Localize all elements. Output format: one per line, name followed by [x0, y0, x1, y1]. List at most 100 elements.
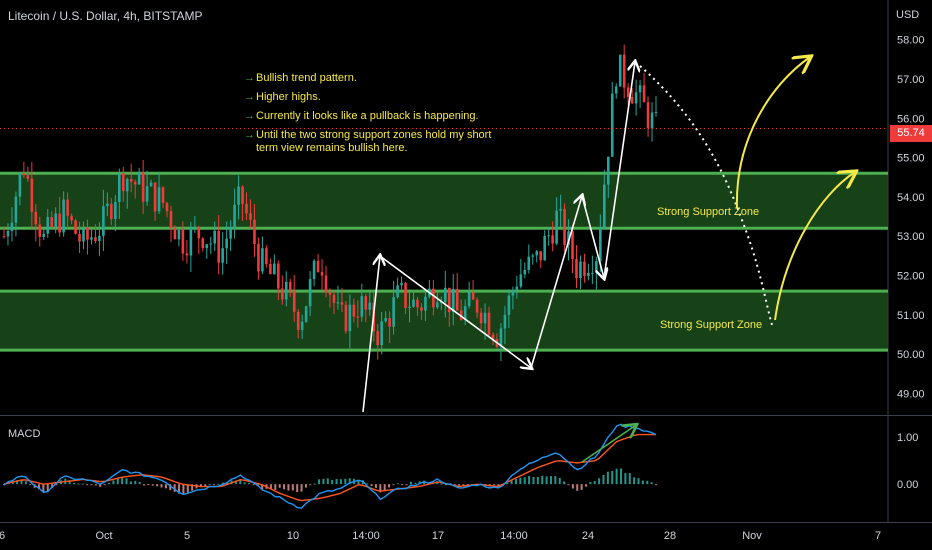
macd-histogram-bar [138, 481, 141, 485]
macd-histogram-bar [287, 484, 290, 491]
candle-body [225, 238, 228, 249]
macd-histogram-bar [313, 483, 316, 485]
macd-histogram-bar [392, 484, 395, 486]
candle-body [618, 54, 622, 87]
macd-histogram-bar [234, 480, 237, 485]
macd-histogram-bar [116, 478, 119, 485]
candle-body [455, 289, 459, 311]
candle-body [177, 229, 181, 240]
macd-tick-label: 1.00 [897, 432, 918, 444]
macd-histogram-bar [339, 479, 342, 485]
price-tick-label: 53.00 [897, 231, 925, 243]
candle-body [90, 237, 93, 240]
candle-body [269, 264, 272, 275]
price-tick-label: 54.00 [897, 192, 925, 204]
candle-body [324, 275, 328, 293]
macd-histogram-bar [628, 473, 631, 485]
macd-histogram-bar [379, 484, 382, 493]
time-tick-label: 24 [582, 530, 594, 542]
candle-body [304, 306, 308, 322]
candle-body [288, 281, 292, 291]
macd-histogram-bar [598, 478, 601, 485]
macd-histogram-bar [405, 484, 408, 486]
macd-histogram-bar [248, 482, 251, 485]
macd-histogram-bar [191, 484, 194, 491]
arrow-right-icon: → [244, 110, 255, 122]
candle-body [193, 227, 197, 229]
candle-body [153, 182, 157, 212]
candle-body [280, 288, 284, 300]
price-tick-label: 50.00 [897, 349, 925, 361]
macd-histogram-bar [641, 480, 644, 485]
candle-body [229, 229, 232, 239]
candle-body [10, 222, 14, 231]
candle-body [404, 282, 407, 308]
candle-body [102, 206, 105, 236]
trend-arrow [362, 256, 380, 413]
macd-histogram-bar [16, 480, 19, 485]
macd-histogram-bar [536, 476, 539, 485]
macd-histogram-bar [580, 484, 583, 490]
macd-histogram-bar [374, 484, 377, 488]
macd-histogram-bar [11, 482, 14, 485]
price-tick-label: 49.00 [897, 388, 925, 400]
candle-body [614, 86, 618, 94]
macd-histogram-bar [199, 484, 202, 488]
candle-body [344, 304, 348, 332]
candle-body [2, 236, 6, 238]
candle-body [189, 228, 193, 256]
candle-body [519, 274, 523, 287]
macd-histogram-bar [318, 479, 321, 485]
candle-body [30, 178, 34, 212]
macd-histogram-bar [418, 481, 421, 485]
candle-body [217, 230, 220, 263]
candle-body [376, 331, 380, 346]
candle-body [384, 318, 387, 322]
candle-body [340, 302, 344, 305]
candle-body [332, 294, 336, 303]
macd-histogram-bar [646, 480, 649, 485]
macd-histogram-bar [309, 484, 312, 486]
macd-histogram-bar [81, 483, 84, 485]
candle-body [603, 184, 606, 228]
candle-body [265, 248, 268, 265]
candle-body [70, 215, 73, 221]
macd-histogram-bar [239, 479, 242, 485]
macd-histogram-bar [615, 468, 618, 485]
candle-body [547, 235, 550, 237]
time-tick-label: 10 [287, 530, 299, 542]
macd-histogram-bar [204, 484, 207, 487]
candle-body [463, 306, 467, 320]
candle-body [579, 261, 582, 279]
macd-label: MACD [8, 428, 41, 440]
candle-body [74, 220, 77, 234]
candle-body [273, 263, 276, 275]
macd-histogram-bar [182, 484, 185, 495]
macd-histogram-bar [576, 484, 579, 491]
candle-body [543, 235, 546, 261]
macd-histogram-bar [633, 477, 636, 485]
macd-histogram-bar [55, 484, 58, 486]
candle-body [630, 96, 634, 104]
candle-body [237, 186, 240, 205]
candle-body [451, 289, 455, 312]
candle-body [638, 85, 642, 93]
candle-body [348, 304, 352, 332]
candle-body [587, 272, 590, 277]
trend-arrow [379, 255, 531, 368]
candle-body [50, 217, 54, 228]
time-tick-label: 14:00 [500, 530, 528, 542]
currency-label: USD [896, 9, 920, 21]
macd-histogram-bar [344, 478, 347, 485]
candle-body [471, 292, 475, 300]
candle-body [245, 203, 248, 214]
price-tick-label: 56.00 [897, 113, 925, 125]
macd-histogram-bar [121, 476, 124, 485]
note-text: Higher highs. [256, 91, 321, 103]
macd-histogram-bar [178, 484, 181, 494]
candle-body [58, 213, 61, 233]
macd-histogram-bar [396, 483, 399, 485]
candle-body [571, 231, 574, 260]
macd-histogram-bar [462, 484, 465, 487]
arrow-right-icon: → [244, 91, 255, 103]
